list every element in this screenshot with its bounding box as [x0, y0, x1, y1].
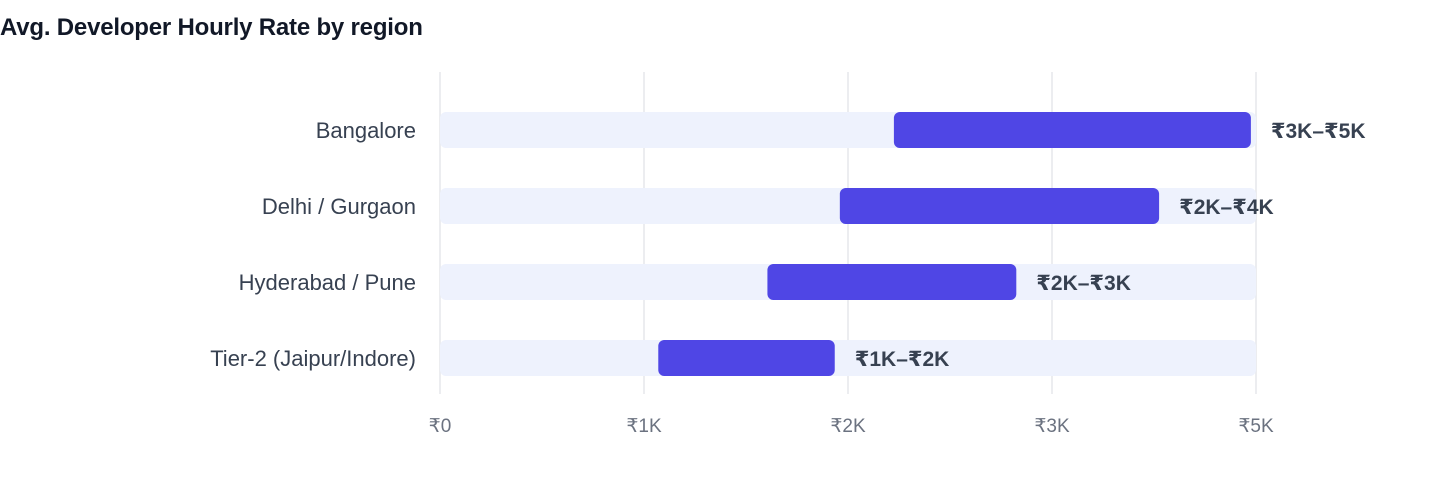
range-value-label: ₹3K–₹5K: [1271, 120, 1366, 143]
range-value-label: ₹2K–₹4K: [1179, 196, 1274, 219]
category-label: Tier-2 (Jaipur/Indore): [210, 346, 416, 371]
x-tick-label: ₹0: [429, 416, 452, 437]
category-label: Bangalore: [316, 118, 416, 143]
range-bar[interactable]: [839, 188, 1160, 224]
x-tick-label: ₹1K: [626, 416, 662, 437]
bar-track: [440, 340, 1256, 376]
x-tick-label: ₹3K: [1034, 416, 1070, 437]
category-label: Hyderabad / Pune: [239, 270, 416, 295]
labels: ₹0 ₹1K ₹2K ₹3K ₹5K Bangalore ₹3K–₹5K Delhi / Gu…: [210, 118, 1365, 437]
range-bar[interactable]: [893, 112, 1251, 148]
x-tick-label: ₹2K: [830, 416, 866, 437]
range-value-label: ₹2K–₹3K: [1036, 272, 1131, 295]
range-value-label: ₹1K–₹2K: [855, 348, 950, 371]
x-tick-label: ₹5K: [1238, 416, 1274, 437]
chart-title: Avg. Developer Hourly Rate by region: [0, 14, 423, 41]
bars: [440, 112, 1256, 376]
range-bar[interactable]: [658, 340, 835, 376]
category-label: Delhi / Gurgaon: [262, 194, 416, 219]
range-bar[interactable]: [767, 264, 1017, 300]
